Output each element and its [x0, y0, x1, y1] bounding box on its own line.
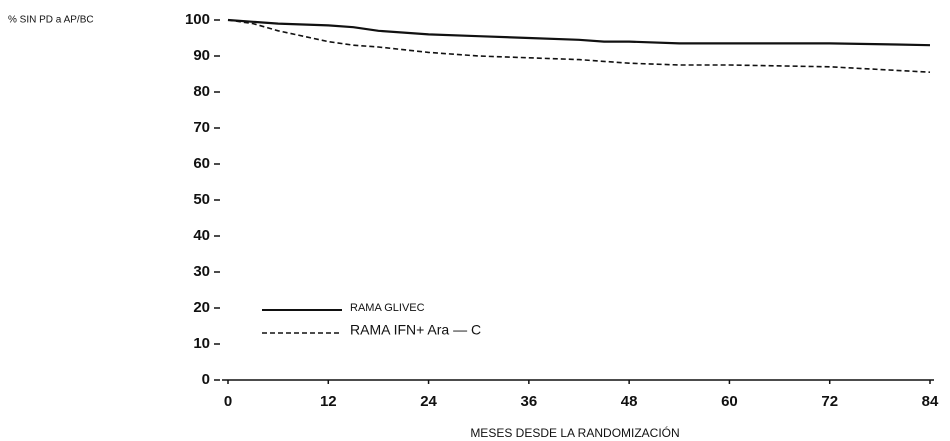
legend-label: RAMA GLIVEC [350, 302, 425, 314]
x-tick-label: 48 [621, 393, 638, 410]
x-tick-label: 24 [420, 393, 437, 410]
line-series [227, 18, 931, 47]
y-tick-label: 100 [185, 11, 210, 28]
x-tick-label: 36 [521, 393, 538, 410]
y-tick-label: 90 [193, 47, 210, 64]
line-series [227, 19, 931, 73]
y-tick-label: 50 [193, 191, 210, 208]
y-axis-label: % SIN PD a AP/BC [8, 15, 94, 26]
y-tick-label: 10 [193, 335, 210, 352]
x-tick-label: 0 [224, 393, 232, 410]
y-tick-label: 40 [193, 227, 210, 244]
x-tick-label: 12 [320, 393, 337, 410]
y-tick-label: 30 [193, 263, 210, 280]
y-tick-label: 0 [202, 371, 210, 388]
y-tick-label: 80 [193, 83, 210, 100]
x-axis-label: MESES DESDE LA RANDOMIZACIÓN [470, 425, 679, 440]
x-tick-label: 72 [821, 393, 838, 410]
y-tick-label: 70 [193, 119, 210, 136]
x-tick-label: 84 [922, 393, 939, 410]
y-tick-label: 20 [193, 299, 210, 316]
legend-label: RAMA IFN+ Ara — C [350, 322, 481, 338]
y-tick-label: 60 [193, 155, 210, 172]
x-tick-label: 60 [721, 393, 738, 410]
